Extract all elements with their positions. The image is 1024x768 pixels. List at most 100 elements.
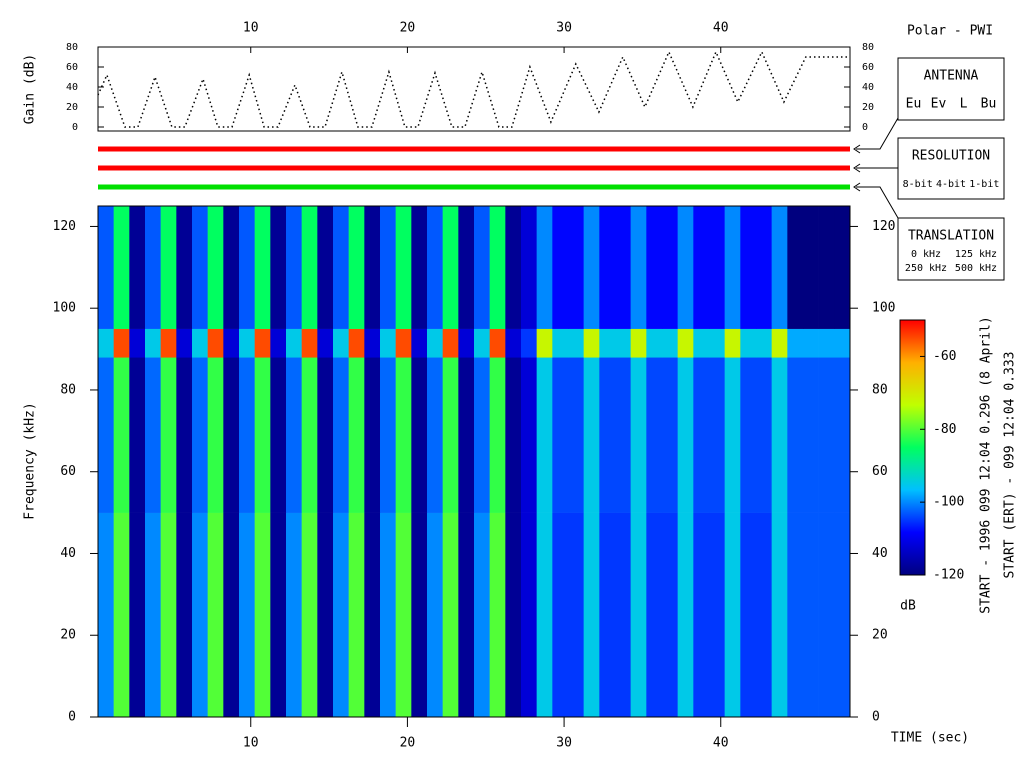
- heatmap-cell: [474, 206, 490, 329]
- heatmap-cell: [348, 357, 365, 513]
- heatmap-cell: [505, 357, 522, 513]
- heatmap-cell: [145, 512, 161, 718]
- y-tick-label: 80: [862, 42, 874, 53]
- heatmap-cell: [192, 206, 208, 329]
- heatmap-cell: [113, 512, 130, 718]
- chart-title: Polar - PWI: [907, 24, 993, 39]
- heatmap-cell: [395, 512, 412, 718]
- colorbar-label: dB: [900, 599, 916, 614]
- y-tick-label: 20: [66, 102, 78, 113]
- heatmap-cell: [113, 357, 130, 513]
- heatmap-cell: [442, 357, 459, 513]
- heatmap-cell: [301, 206, 318, 329]
- heatmap-cell: [160, 357, 177, 513]
- arrow-head: [853, 144, 861, 154]
- heatmap-cell: [552, 206, 569, 329]
- heatmap-cell: [756, 512, 772, 718]
- heatmap-cell: [818, 206, 835, 329]
- x-tick-label: 40: [713, 21, 729, 36]
- heatmap-cell: [348, 328, 365, 358]
- heatmap-cell: [176, 328, 193, 358]
- heatmap-cell: [630, 357, 647, 513]
- heatmap-cell: [693, 512, 710, 718]
- heatmap-cell: [536, 512, 553, 718]
- heatmap-cell: [489, 357, 506, 513]
- heatmap-cell: [756, 206, 772, 329]
- y-tick-label: 40: [60, 546, 76, 561]
- y-tick-label: 0: [72, 122, 78, 133]
- annotation: START (ERT) - 099 12:04 0.333: [1003, 352, 1018, 579]
- heatmap-cell: [364, 206, 381, 329]
- heatmap-cell: [536, 328, 553, 358]
- heatmap-cell: [834, 357, 851, 513]
- y-tick-label: 60: [872, 464, 888, 479]
- heatmap-cell: [129, 512, 146, 718]
- heatmap-cell: [677, 328, 694, 358]
- heatmap-cell: [724, 512, 741, 718]
- heatmap-cell: [834, 206, 851, 329]
- heatmap-cell: [207, 512, 224, 718]
- heatmap-cell: [709, 512, 725, 718]
- heatmap-cell: [380, 512, 396, 718]
- legend-box: [897, 217, 1005, 281]
- heatmap-cell: [380, 206, 396, 329]
- y-tick-label: 40: [66, 82, 78, 93]
- heatmap-cell: [380, 357, 396, 513]
- y-tick-label: 0: [862, 122, 868, 133]
- gain-line: [97, 50, 850, 128]
- heatmap-cell: [489, 328, 506, 358]
- heatmap-cell: [599, 206, 616, 329]
- heatmap-cell: [756, 328, 772, 358]
- y-tick-label: 40: [862, 82, 874, 93]
- heatmap-cell: [395, 328, 412, 358]
- plot-frame: [97, 205, 851, 718]
- heatmap-cell: [176, 357, 193, 513]
- heatmap-cell: [474, 357, 490, 513]
- heatmap-cell: [552, 328, 569, 358]
- heatmap-cell: [270, 328, 287, 358]
- legend-item: 8-bit: [903, 179, 933, 190]
- legend-item: 4-bit: [936, 179, 966, 190]
- legend-item: 1-bit: [969, 179, 999, 190]
- arrow: [856, 117, 899, 150]
- heatmap-cell: [411, 512, 428, 718]
- heatmap-cell: [693, 206, 710, 329]
- heatmap-cell: [207, 357, 224, 513]
- y-tick-label: 100: [872, 301, 895, 316]
- heatmap-cell: [286, 357, 302, 513]
- heatmap-cell: [787, 512, 804, 718]
- heatmap-cell: [474, 512, 490, 718]
- heatmap-cell: [740, 357, 757, 513]
- heatmap-cell: [803, 206, 819, 329]
- heatmap-cell: [270, 357, 287, 513]
- heatmap-cell: [301, 512, 318, 718]
- heatmap-cell: [724, 206, 741, 329]
- heatmap-cell: [427, 206, 443, 329]
- heatmap-cell: [646, 206, 663, 329]
- heatmap-cell: [787, 328, 804, 358]
- heatmap-cell: [818, 328, 835, 358]
- heatmap-cell: [427, 512, 443, 718]
- heatmap-cell: [693, 357, 710, 513]
- legend-title: RESOLUTION: [912, 149, 990, 164]
- heatmap-cell: [662, 206, 678, 329]
- heatmap-cell: [364, 357, 381, 513]
- y-tick-label: 100: [53, 301, 76, 316]
- heatmap-cell: [192, 328, 208, 358]
- heatmap-cell: [521, 512, 537, 718]
- heatmap-cell: [646, 512, 663, 718]
- heatmap-cell: [317, 328, 334, 358]
- x-tick-label: 10: [243, 21, 259, 36]
- heatmap-cell: [615, 206, 631, 329]
- colorbar-tick-label: -60: [933, 349, 956, 364]
- heatmap-cell: [145, 328, 161, 358]
- heatmap-cell: [583, 328, 600, 358]
- heatmap-cell: [599, 357, 616, 513]
- heatmap-cell: [599, 328, 616, 358]
- heatmap-cell: [129, 328, 146, 358]
- heatmap-cell: [474, 328, 490, 358]
- heatmap-cell: [411, 357, 428, 513]
- heatmap-cell: [98, 512, 114, 718]
- heatmap-cell: [427, 357, 443, 513]
- heatmap-cell: [380, 328, 396, 358]
